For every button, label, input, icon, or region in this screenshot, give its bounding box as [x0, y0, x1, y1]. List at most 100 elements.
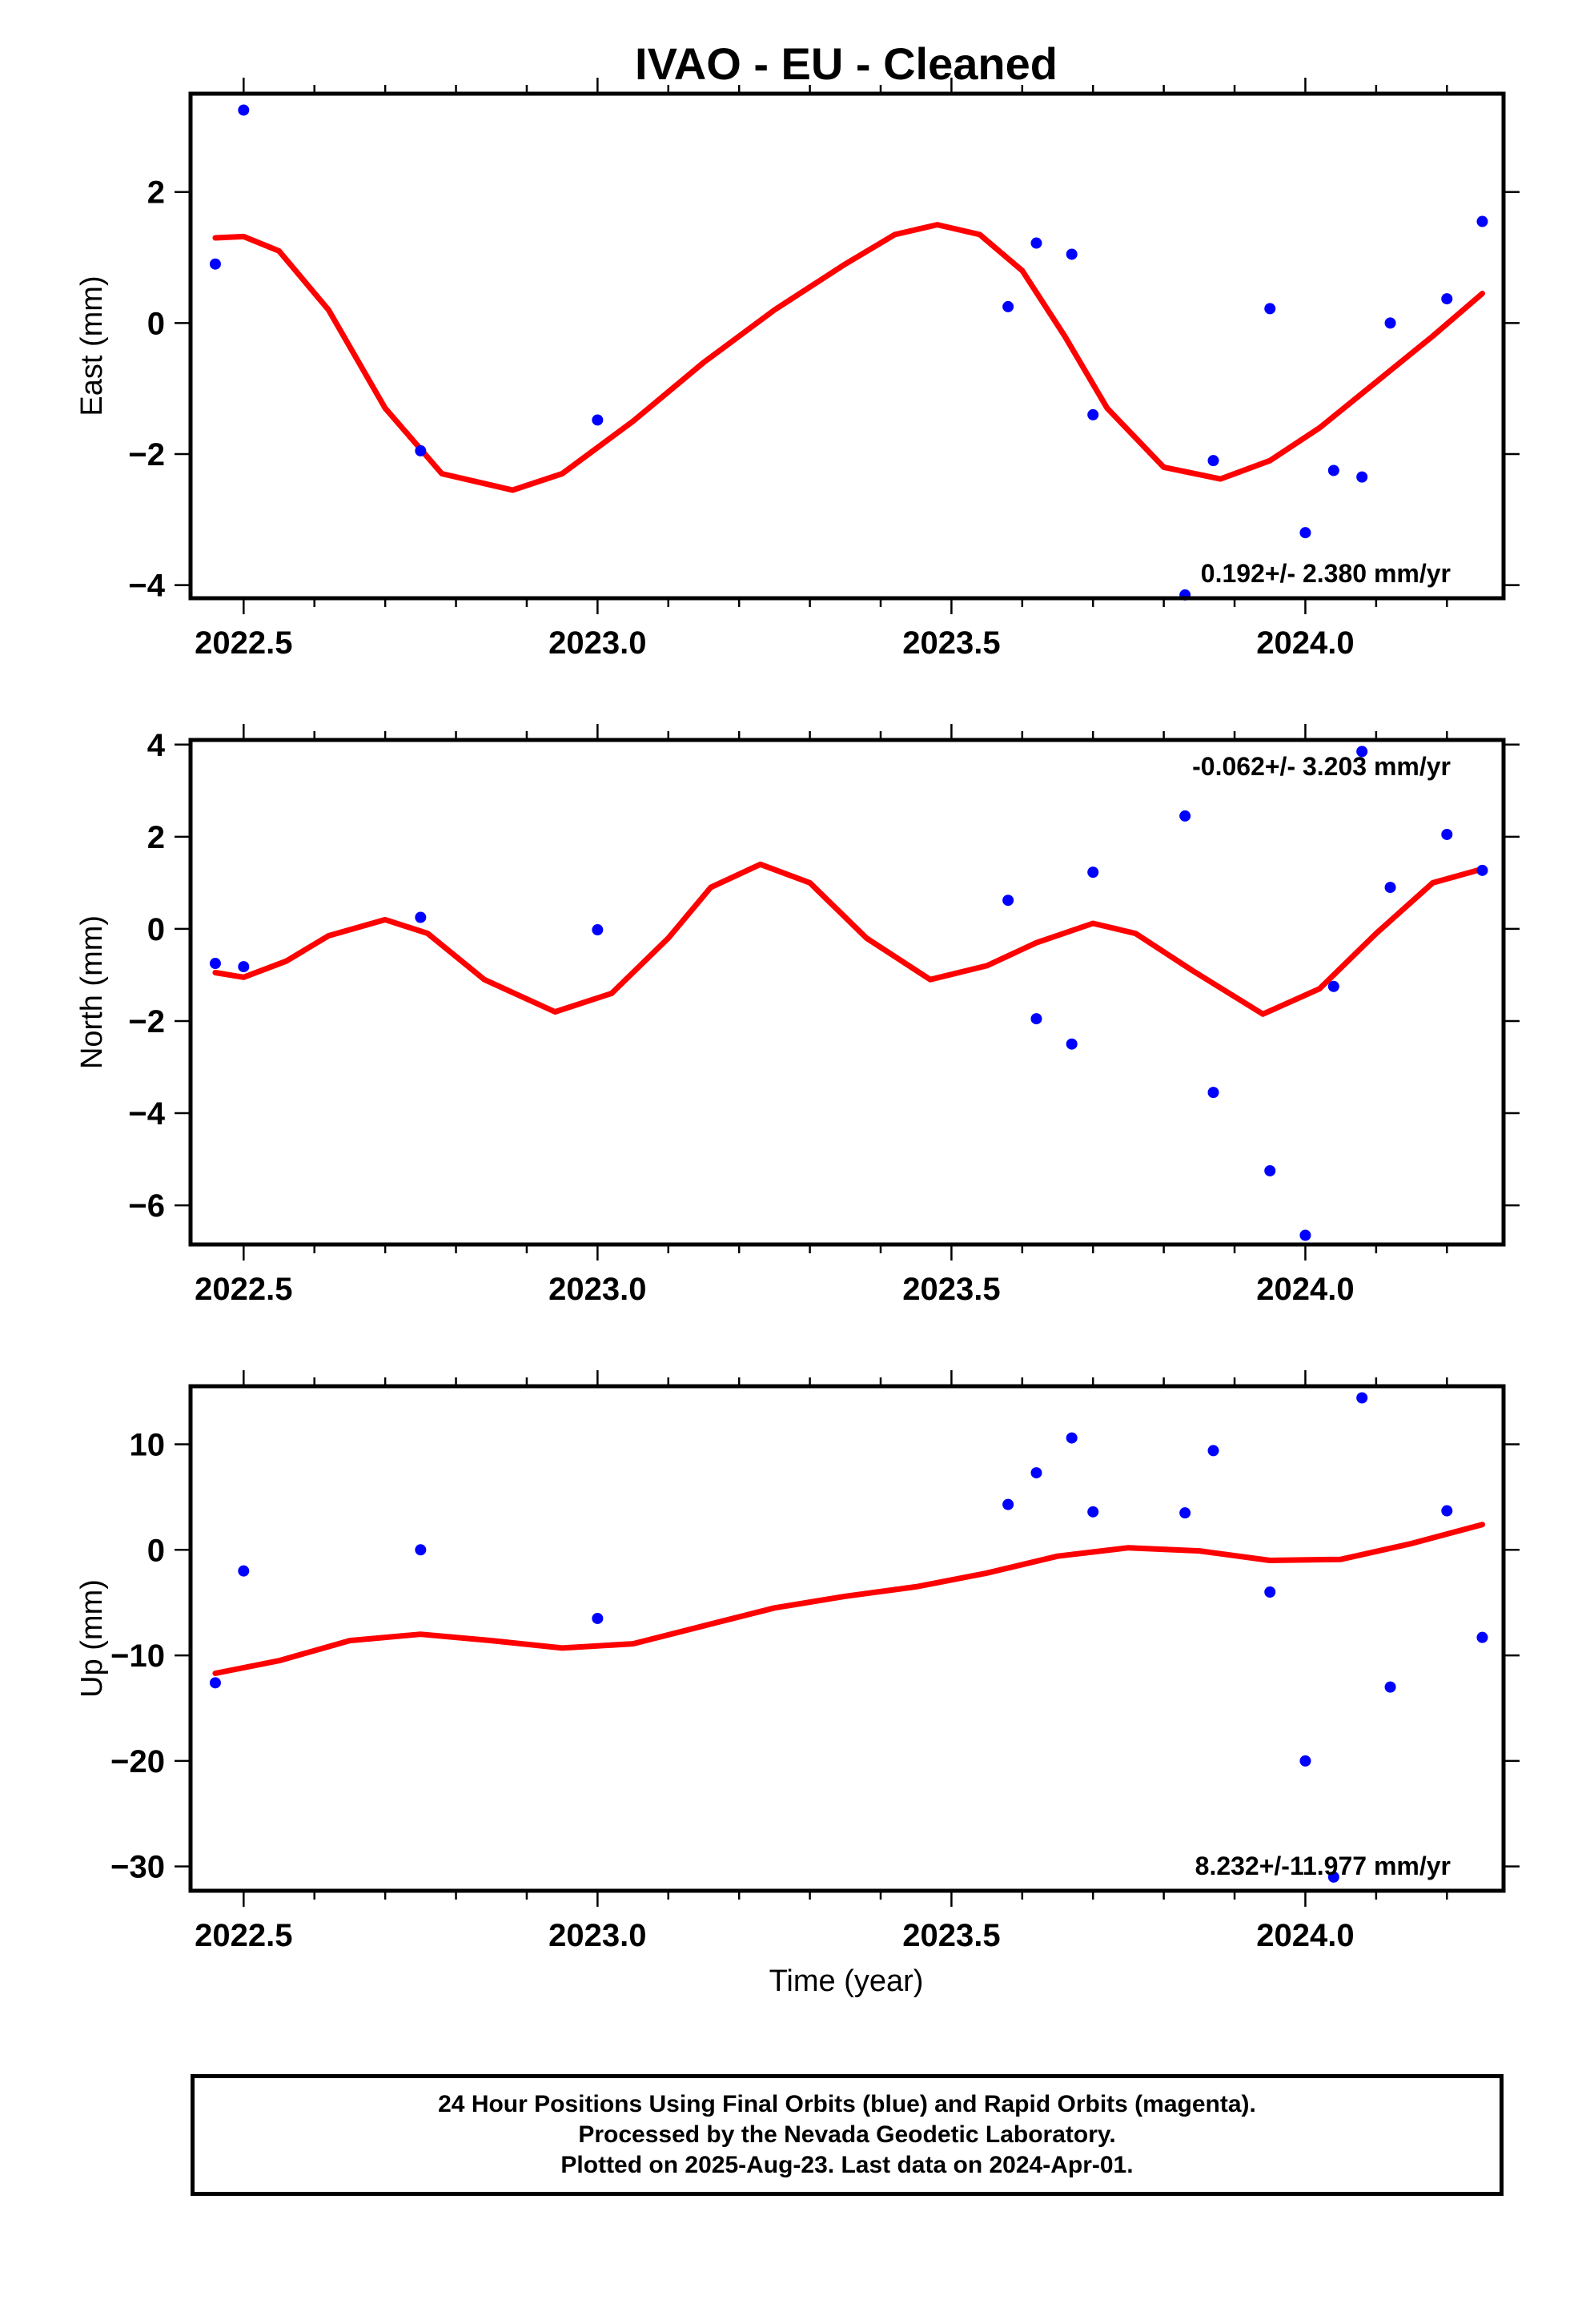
- data-point-up: [1207, 1445, 1219, 1457]
- data-point-up: [238, 1565, 250, 1577]
- data-point-east: [1441, 293, 1453, 305]
- y-tick-label-up: −20: [110, 1744, 165, 1779]
- data-point-north: [592, 924, 604, 936]
- data-point-east: [1030, 237, 1042, 249]
- data-point-up: [415, 1544, 427, 1556]
- data-point-up: [1066, 1432, 1078, 1444]
- footer-line-plotted: Plotted on 2025-Aug-23. Last data on 202…: [560, 2152, 1134, 2178]
- x-tick-label-up: 2023.0: [548, 1918, 646, 1953]
- x-tick-label-up: 2023.5: [902, 1918, 1000, 1953]
- data-point-north: [1087, 866, 1099, 879]
- plot-frame-east: [188, 91, 1506, 601]
- data-point-up: [1087, 1506, 1099, 1518]
- x-tick-label-up: 2024.0: [1256, 1918, 1354, 1953]
- chart-title: IVAO - EU - Cleaned: [635, 38, 1058, 89]
- data-point-east: [1207, 455, 1219, 467]
- data-point-north: [1356, 746, 1368, 758]
- data-point-north: [1030, 1013, 1042, 1025]
- panel-east: 2022.5 2023.0 2023.5 2024.0 2 0 −2 −4 East (mm) 0…: [75, 78, 1520, 661]
- panel-north: 2022.5 2023.0 2023.5 2024.0 4 2 0 −2 −4 −6 North (…: [75, 724, 1520, 1307]
- data-point-up: [1476, 1631, 1488, 1643]
- footer-line-orbits: 24 Hour Positions Using Final Orbits (bl…: [438, 2091, 1256, 2117]
- data-point-east: [1299, 527, 1311, 539]
- y-tick-label-north: 4: [147, 728, 166, 763]
- data-point-east: [1476, 215, 1488, 227]
- fit-curve-east: [212, 222, 1485, 493]
- data-point-north: [1384, 882, 1396, 894]
- data-point-up: [1179, 1507, 1191, 1519]
- data-point-north: [1441, 828, 1453, 840]
- x-tick-label-north: 2022.5: [195, 1272, 292, 1307]
- data-point-up: [1327, 1871, 1339, 1883]
- data-point-north: [1207, 1087, 1219, 1099]
- data-point-north: [209, 958, 221, 970]
- plot-frame-north: [188, 738, 1506, 1247]
- data-point-east: [209, 258, 221, 270]
- panel-up: 2022.5 2023.0 2023.5 2024.0 10 0 −10 −20 −30 Up (…: [75, 1370, 1520, 1953]
- y-axis-label-up: Up (mm): [75, 1579, 109, 1698]
- x-tick-label-east: 2022.5: [195, 625, 292, 661]
- fit-curve-up: [212, 1522, 1485, 1676]
- rate-label-east: 0.192+/- 2.380 mm/yr: [1201, 559, 1451, 588]
- rate-label-up: 8.232+/-11.977 mm/yr: [1195, 1852, 1451, 1880]
- data-point-up: [1002, 1498, 1014, 1510]
- data-point-north: [1002, 895, 1014, 907]
- data-point-north: [415, 911, 427, 923]
- panels-group: 2022.5 2023.0 2023.5 2024.0 2 0 −2 −4 East (mm) 0…: [75, 78, 1520, 1953]
- x-tick-label-north: 2023.5: [902, 1272, 1000, 1307]
- y-tick-label-east: 0: [147, 306, 165, 341]
- data-point-east: [1087, 408, 1099, 420]
- data-point-up: [1356, 1392, 1368, 1404]
- x-tick-label-up: 2022.5: [195, 1918, 292, 1953]
- y-tick-label-north: −4: [128, 1096, 165, 1132]
- data-point-east: [1066, 248, 1078, 260]
- x-tick-label-north: 2024.0: [1256, 1272, 1354, 1307]
- y-tick-label-east: 2: [147, 175, 165, 211]
- data-point-east: [1384, 317, 1396, 329]
- y-tick-label-east: −4: [128, 569, 165, 604]
- y-tick-label-north: 0: [147, 912, 165, 947]
- y-tick-label-up: −10: [110, 1638, 165, 1674]
- y-tick-label-up: −30: [110, 1850, 165, 1885]
- data-point-east: [1356, 471, 1368, 483]
- y-axis-label-east: East (mm): [75, 275, 109, 416]
- data-point-north: [238, 961, 250, 973]
- data-point-north: [1179, 810, 1191, 822]
- data-point-up: [1384, 1681, 1396, 1693]
- data-point-north: [1066, 1038, 1078, 1050]
- x-tick-label-east: 2024.0: [1256, 625, 1354, 661]
- x-tick-label-east: 2023.5: [902, 625, 1000, 661]
- y-tick-label-east: −2: [128, 437, 165, 472]
- y-tick-label-up: 10: [130, 1427, 166, 1462]
- data-point-east: [1327, 464, 1339, 476]
- data-point-north: [1264, 1164, 1276, 1176]
- data-point-north: [1327, 980, 1339, 992]
- data-point-up: [1441, 1505, 1453, 1517]
- rate-label-north: -0.062+/- 3.203 mm/yr: [1192, 752, 1451, 781]
- plot-frame-up: [188, 1384, 1506, 1893]
- data-point-up: [209, 1677, 221, 1689]
- data-point-up: [1030, 1467, 1042, 1479]
- footer-line-processed: Processed by the Nevada Geodetic Laborat…: [578, 2121, 1116, 2148]
- data-point-north: [1299, 1229, 1311, 1241]
- fit-curve-north: [212, 861, 1485, 1017]
- data-point-east: [238, 104, 250, 116]
- y-tick-label-north: 2: [147, 820, 165, 855]
- data-point-east: [415, 444, 427, 456]
- y-tick-label-north: −2: [128, 1004, 165, 1039]
- x-axis-label: Time (year): [769, 1964, 924, 1998]
- y-tick-label-up: 0: [147, 1533, 165, 1568]
- data-point-up: [1264, 1586, 1276, 1598]
- footer-note-box: 24 Hour Positions Using Final Orbits (bl…: [191, 2074, 1504, 2196]
- data-point-east: [1264, 303, 1276, 315]
- data-point-up: [592, 1612, 604, 1624]
- y-axis-label-north: North (mm): [75, 915, 109, 1069]
- data-point-north: [1476, 864, 1488, 876]
- x-tick-label-north: 2023.0: [548, 1272, 646, 1307]
- data-point-east: [1002, 300, 1014, 312]
- data-point-up: [1299, 1755, 1311, 1767]
- y-tick-label-north: −6: [128, 1188, 165, 1224]
- x-tick-label-east: 2023.0: [548, 625, 646, 661]
- data-point-east: [592, 414, 604, 426]
